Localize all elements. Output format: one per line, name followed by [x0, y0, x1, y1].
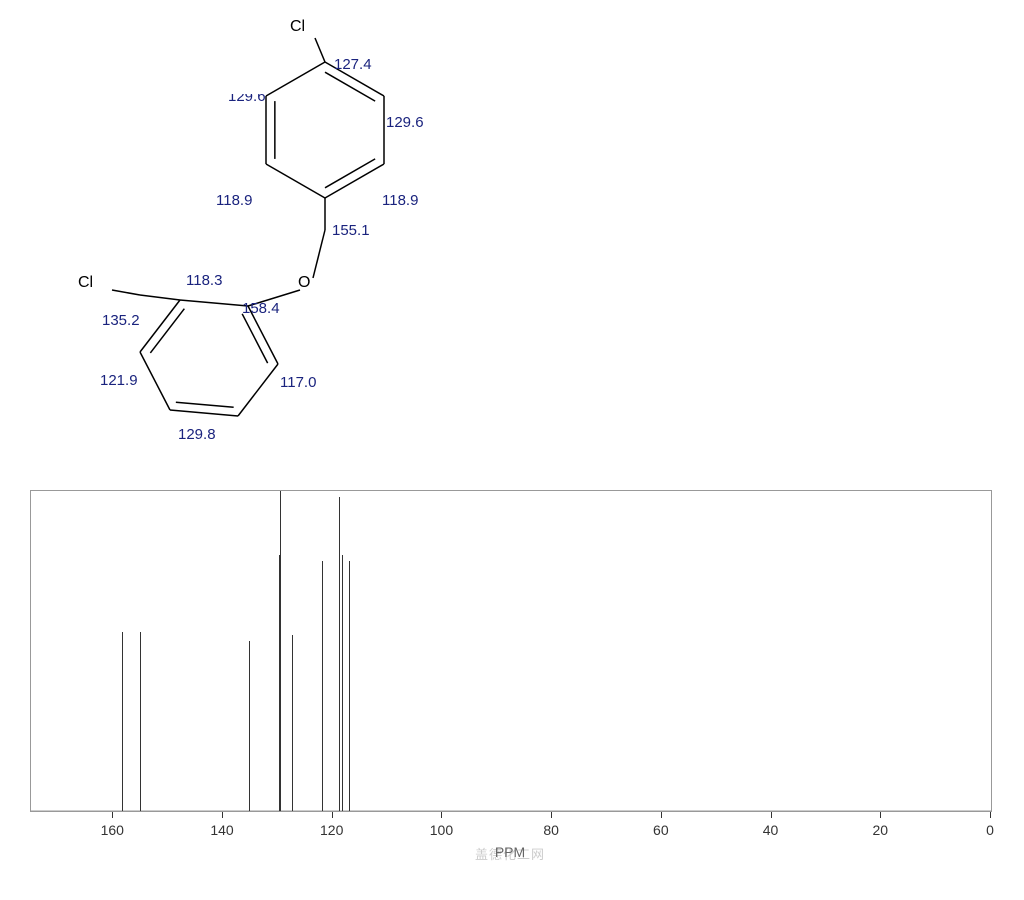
x-tick [661, 812, 662, 818]
x-axis-title: PPM [495, 844, 525, 860]
x-tick-label: 100 [430, 822, 453, 838]
nmr-peak [342, 555, 343, 811]
x-tick-label: 40 [763, 822, 779, 838]
nmr-peak [140, 632, 141, 811]
nmr-peak [349, 561, 350, 811]
chemical-shift-label: 118.3 [186, 272, 222, 289]
x-tick [441, 812, 442, 818]
spectrum-plot [30, 490, 992, 812]
x-tick [880, 812, 881, 818]
chemical-shift-label: 127.4 [334, 56, 372, 73]
chemical-structure-panel: ClOCl 127.4129.6129.6118.9118.9155.1118.… [0, 0, 1024, 470]
atom-Cl_left: Cl [78, 274, 93, 292]
nmr-peak [339, 497, 340, 811]
nmr-peak [249, 641, 250, 811]
x-tick [771, 812, 772, 818]
x-tick [990, 812, 991, 818]
chemical-shift-label: 158.4 [242, 300, 280, 317]
nmr-spectrum-panel: 160140120100806040200 盖德化工网 PPM [30, 490, 990, 880]
baseline [31, 810, 991, 811]
chemical-shift-label: 129.6 [386, 114, 424, 131]
structure-svg [0, 0, 1024, 470]
x-tick [222, 812, 223, 818]
nmr-peak [322, 561, 323, 811]
nmr-peak [122, 632, 123, 811]
atom-O_bridge: O [298, 274, 310, 292]
atom-Cl_top: Cl [290, 18, 305, 36]
x-tick-label: 60 [653, 822, 669, 838]
x-tick-label: 120 [320, 822, 343, 838]
x-tick-label: 80 [543, 822, 559, 838]
x-tick-label: 20 [872, 822, 888, 838]
x-tick [551, 812, 552, 818]
chemical-shift-label: 121.9 [100, 372, 138, 389]
chemical-shift-label: 117.0 [280, 374, 316, 391]
chemical-shift-label: 135.2 [102, 312, 140, 329]
x-tick [112, 812, 113, 818]
chemical-shift-label: 118.9 [382, 192, 418, 209]
x-tick-label: 160 [101, 822, 124, 838]
chemical-shift-label: 155.1 [332, 222, 370, 239]
nmr-peak [292, 635, 293, 811]
x-tick-label: 0 [986, 822, 994, 838]
chemical-shift-label: 118.9 [216, 192, 252, 209]
nmr-peak [280, 491, 281, 811]
x-tick-label: 140 [210, 822, 233, 838]
chemical-shift-label: 129.8 [178, 426, 216, 443]
x-tick [332, 812, 333, 818]
